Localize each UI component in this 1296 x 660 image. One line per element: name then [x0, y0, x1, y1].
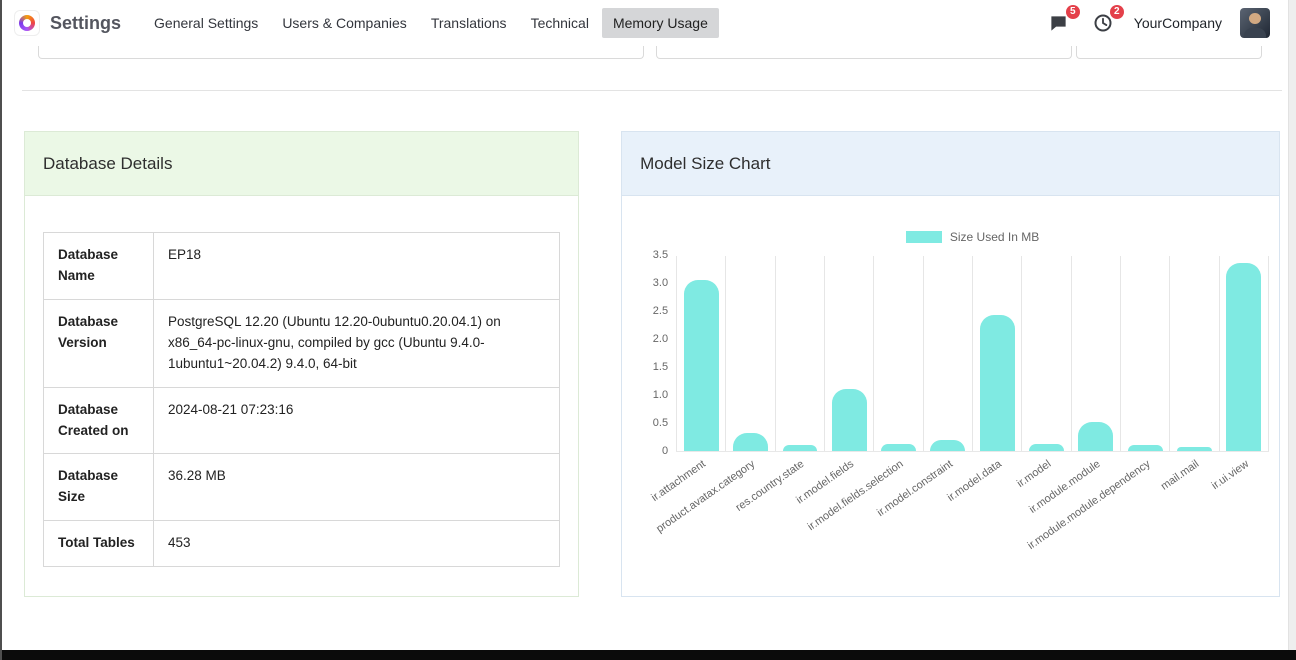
clock-icon — [1094, 14, 1112, 32]
table-row: Database Version PostgreSQL 12.20 (Ubuntu… — [43, 298, 561, 388]
chart-column — [676, 256, 725, 451]
y-axis-tick: 3.5 — [652, 249, 669, 261]
odoo-logo-icon[interactable] — [14, 10, 40, 36]
chart-column — [725, 256, 774, 451]
navbar: Settings General Settings Users & Compani… — [2, 0, 1296, 46]
bar-res.country.state — [782, 445, 818, 451]
messages-badge: 5 — [1065, 5, 1080, 19]
screen-edge — [2, 650, 1296, 660]
db-detail-value: PostgreSQL 12.20 (Ubuntu 12.20-0ubuntu0.… — [152, 298, 561, 388]
bar-ir.attachment — [683, 280, 719, 451]
company-menu[interactable]: YourCompany — [1133, 15, 1222, 31]
menu-item-translations[interactable]: Translations — [430, 15, 507, 31]
db-detail-value: EP18 — [152, 232, 561, 300]
table-row: Database Size 36.28 MB — [43, 453, 561, 522]
bar-ir.model.data — [979, 315, 1015, 451]
chat-bubble-icon — [1051, 15, 1066, 31]
y-axis-tick: 0.5 — [652, 417, 669, 429]
y-axis-tick: 2.0 — [652, 333, 669, 345]
section-divider — [22, 90, 1282, 91]
chart-legend: Size Used In MB — [676, 230, 1269, 244]
chart-column — [1169, 256, 1218, 451]
model-size-chart-title: Model Size Chart — [622, 132, 1279, 196]
table-row: Total Tables 453 — [43, 520, 561, 568]
activities-badge: 2 — [1109, 5, 1124, 19]
chart-column — [1070, 256, 1120, 451]
activities-button[interactable]: 2 — [1090, 5, 1124, 35]
menu-item-technical[interactable]: Technical — [530, 15, 589, 31]
x-label-cell: ir.model.data — [946, 452, 1022, 562]
bar-ir.module.module — [1078, 421, 1114, 451]
bar-ir.model — [1029, 444, 1064, 451]
y-axis-tick: 1.5 — [652, 361, 669, 373]
menu-item-memory-usage[interactable]: Memory Usage — [601, 8, 719, 38]
bar-ir.ui.view — [1226, 263, 1262, 451]
messages-button[interactable]: 5 — [1046, 5, 1080, 35]
x-label-cell: ir.model.constraint — [875, 452, 972, 562]
x-axis-labels: ir.attachment product.avatax.category res.… — [649, 452, 1269, 562]
chart-column — [873, 256, 922, 451]
db-detail-label: Total Tables — [43, 520, 154, 568]
odoo-ring-icon — [19, 15, 35, 31]
chart-column — [1120, 256, 1169, 451]
scrolled-cards-remnant — [2, 46, 1296, 62]
db-detail-value: 36.28 MB — [152, 453, 561, 522]
bar-ir.module.module.dependency — [1127, 445, 1163, 451]
model-size-chart-body: Size Used In MB 0 0.5 1.0 1.5 2.0 2.5 3.0 3.5 i… — [622, 196, 1279, 562]
bar-ir.model.fields.selection — [881, 444, 916, 451]
table-row: Database Name EP18 — [43, 232, 561, 300]
x-label-cell: mail.mail — [1159, 452, 1219, 562]
y-axis-tick: 2.5 — [652, 305, 669, 317]
legend-swatch-icon — [905, 231, 942, 243]
bar-ir.model.fields — [831, 389, 867, 451]
scrollbar[interactable] — [1288, 0, 1296, 650]
chart-area: 0 0.5 1.0 1.5 2.0 2.5 3.0 3.5 — [638, 250, 1270, 457]
x-label-cell: ir.module.module.dependency — [1025, 452, 1170, 562]
db-detail-value: 2024-08-21 07:23:16 — [152, 386, 561, 455]
database-details-card: Database Details Database Name EP18 Databa… — [24, 131, 580, 597]
navbar-left: Settings General Settings Users & Compani… — [14, 8, 719, 38]
remnant-card — [38, 46, 644, 59]
chart-plot — [676, 256, 1270, 452]
x-label-cell: res.country.state — [734, 452, 824, 562]
y-axis-tick: 3.0 — [652, 277, 669, 289]
chart-column — [1218, 256, 1270, 451]
db-detail-label: Database Name — [43, 232, 154, 300]
avatar[interactable] — [1240, 8, 1270, 38]
db-detail-value: 453 — [152, 520, 561, 568]
bar-ir.model.constraint — [930, 439, 966, 451]
legend-label: Size Used In MB — [949, 230, 1040, 244]
navbar-right: 5 2 YourCompany — [1046, 5, 1270, 38]
menu-item-general-settings[interactable]: General Settings — [154, 15, 259, 31]
y-axis: 0 0.5 1.0 1.5 2.0 2.5 3.0 3.5 — [638, 250, 676, 457]
table-row: Database Created on 2024-08-21 07:23:16 — [43, 386, 561, 455]
remnant-card — [1076, 46, 1262, 59]
top-menu: General Settings Users & Companies Transla… — [143, 8, 719, 38]
remnant-card — [656, 46, 1072, 59]
db-detail-label: Database Version — [43, 298, 154, 388]
chart-column — [1021, 256, 1070, 451]
bar-product.avatax.category — [733, 433, 768, 451]
chart-column — [774, 256, 824, 451]
chart-column — [824, 256, 873, 451]
database-details-table: Database Name EP18 Database Version Postgre… — [43, 232, 561, 568]
database-details-title: Database Details — [25, 132, 579, 196]
y-axis-tick: 1.0 — [652, 389, 669, 401]
model-size-chart-card: Model Size Chart Size Used In MB 0 0.5 1.0… — [621, 131, 1280, 597]
db-detail-label: Database Size — [43, 453, 154, 522]
app-title[interactable]: Settings — [50, 12, 122, 33]
bar-mail.mail — [1177, 446, 1212, 451]
chart-column — [922, 256, 972, 451]
chart-column — [972, 256, 1021, 451]
main-content: Database Details Database Name EP18 Databa… — [2, 91, 1296, 597]
menu-item-users-companies[interactable]: Users & Companies — [282, 15, 407, 31]
x-label-cell: ir.ui.view — [1210, 452, 1269, 562]
database-details-body: Database Name EP18 Database Version Postgre… — [25, 232, 578, 568]
y-axis-tick: 0 — [661, 445, 669, 457]
db-detail-label: Database Created on — [43, 386, 154, 455]
